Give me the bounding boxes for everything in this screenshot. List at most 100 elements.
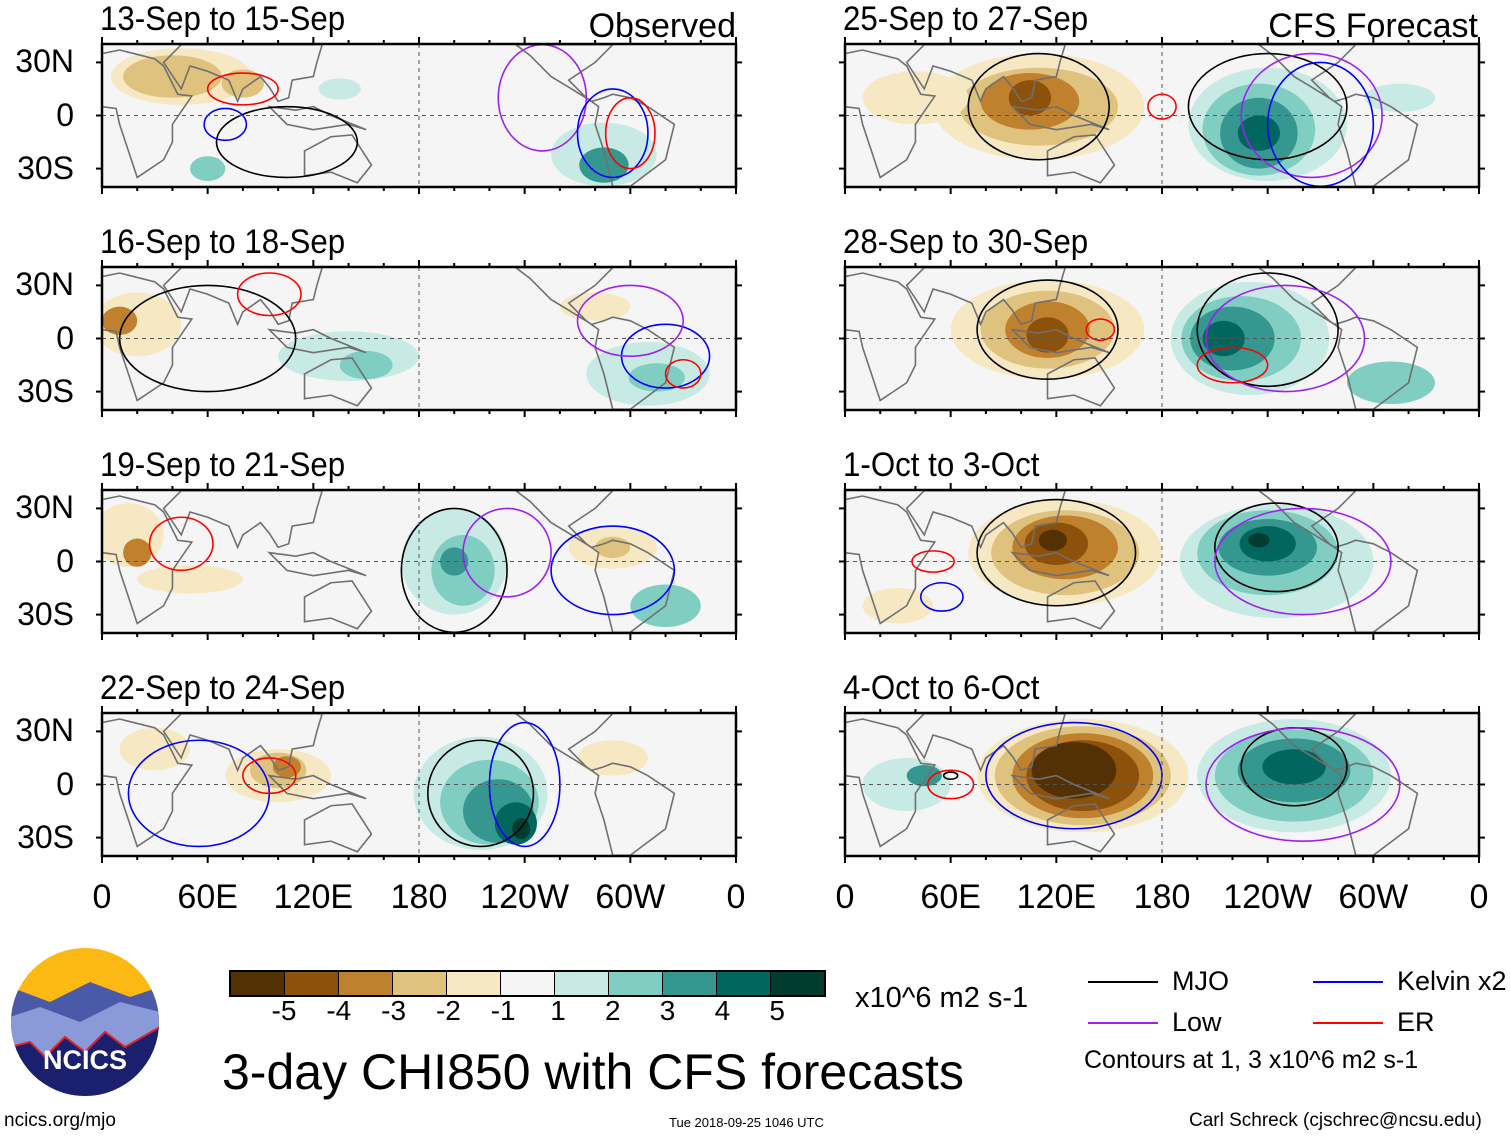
x-tick-label: 120W xyxy=(1223,878,1313,916)
wave-contour xyxy=(604,96,656,170)
coastline xyxy=(513,490,676,633)
chi-anomaly-area xyxy=(119,727,191,771)
coastline xyxy=(1010,105,1110,131)
legend-label: ER xyxy=(1397,1007,1435,1037)
wave-contour xyxy=(427,739,535,848)
coastline xyxy=(1046,357,1116,407)
x-tick-label: 0 xyxy=(726,878,746,916)
coastline xyxy=(303,357,373,407)
chi-anomaly-area xyxy=(579,147,629,183)
y-tick-label: 30N xyxy=(15,43,74,80)
x-tick-label: 180 xyxy=(1133,878,1191,916)
x-tick-label: 60E xyxy=(920,878,981,916)
x-tick-label: 60E xyxy=(177,878,238,916)
panel-title: 28-Sep to 30-Sep xyxy=(843,223,1089,261)
y-tick-label: 0 xyxy=(56,96,74,133)
chi-anomaly-area xyxy=(339,350,393,380)
legend-line xyxy=(1313,1022,1383,1024)
wave-contour xyxy=(664,358,702,389)
figure-title: 3-day CHI850 with CFS forecasts xyxy=(222,1044,964,1100)
chi-anomaly-area xyxy=(221,69,265,98)
colorbar-label: 2 xyxy=(605,995,621,1026)
wave-contour xyxy=(1085,318,1116,342)
y-tick-label: 0 xyxy=(56,765,74,802)
map-panel-4 xyxy=(96,706,742,863)
chi-anomaly-area xyxy=(512,818,530,840)
chi-anomaly-area xyxy=(190,156,226,181)
chi-anomaly-area xyxy=(862,588,934,624)
coastline xyxy=(303,580,373,630)
wave-contour xyxy=(967,52,1110,161)
colorbar-swatch xyxy=(284,972,338,995)
panel-title: 22-Sep to 24-Sep xyxy=(100,669,346,707)
wave-contour xyxy=(576,88,649,179)
coastline xyxy=(845,272,937,402)
wave-contour xyxy=(203,107,248,142)
legend-label: Low xyxy=(1172,1007,1222,1037)
coastline xyxy=(513,267,676,410)
y-tick-label: 30S xyxy=(17,149,74,186)
chi-anomaly-area xyxy=(862,757,951,812)
wave-contour xyxy=(236,272,302,317)
wave-contour xyxy=(976,279,1119,381)
coastline xyxy=(267,328,367,354)
y-tick-label: 30N xyxy=(15,266,74,303)
chi-anomaly-area xyxy=(123,538,152,567)
wave-contour xyxy=(919,581,964,612)
wave-contour xyxy=(206,72,279,106)
colorbar-swatch xyxy=(500,972,554,995)
coastline xyxy=(1010,551,1110,577)
cfs-forecast-label: CFS Forecast xyxy=(1268,7,1478,45)
map-panel-2 xyxy=(96,260,742,417)
y-tick-label: 30S xyxy=(17,818,74,855)
legend-label: Kelvin x2 xyxy=(1397,966,1507,996)
chi-anomaly-area xyxy=(1262,749,1326,785)
chi-anomaly-area xyxy=(318,78,361,100)
y-tick-label: 30S xyxy=(17,595,74,632)
coastline xyxy=(303,803,373,853)
colorbar-swatch xyxy=(446,972,500,995)
footer-url[interactable]: ncics.org/mjo xyxy=(4,1110,116,1131)
coastline xyxy=(267,774,367,800)
chi-anomaly-area xyxy=(1031,742,1117,799)
coastline xyxy=(267,105,367,131)
panel-title: 25-Sep to 27-Sep xyxy=(843,0,1089,38)
y-tick-label: 30N xyxy=(15,712,74,749)
x-tick-label: 60W xyxy=(1338,878,1409,916)
colorbar-swatch xyxy=(231,972,284,995)
coastline xyxy=(1046,803,1116,853)
map-panel-5 xyxy=(839,37,1485,194)
chi-anomaly-area xyxy=(559,292,631,321)
x-tick-label: 0 xyxy=(92,878,112,916)
coastline xyxy=(267,551,367,577)
wave-contour xyxy=(242,757,297,795)
wave-contour xyxy=(1196,346,1269,384)
observed-label: Observed xyxy=(588,7,736,45)
x-tick-label: 60W xyxy=(595,878,666,916)
coastline xyxy=(513,44,676,187)
chi-anomaly-area xyxy=(1346,361,1435,404)
y-tick-label: 30N xyxy=(15,489,74,526)
coastline xyxy=(1256,267,1419,410)
coastline xyxy=(1010,774,1110,800)
wave-contour xyxy=(576,284,684,358)
x-tick-label: 180 xyxy=(390,878,448,916)
colorbar-swatch xyxy=(608,972,662,995)
colorbar-swatch xyxy=(770,972,824,995)
panel-title: 16-Sep to 18-Sep xyxy=(100,223,346,261)
legend-label: MJO xyxy=(1172,966,1229,996)
chi-anomaly-area xyxy=(906,765,942,787)
x-tick-label: 120E xyxy=(273,878,354,916)
colorbar-swatch xyxy=(554,972,608,995)
coastline xyxy=(102,495,194,625)
chi-anomaly-area xyxy=(862,71,969,125)
chi-anomaly-area xyxy=(1026,317,1069,353)
y-tick-label: 30S xyxy=(17,372,74,409)
coastline xyxy=(1256,713,1419,856)
wave-contour xyxy=(942,771,959,780)
x-tick-label: 0 xyxy=(835,878,855,916)
map-panel-8 xyxy=(839,706,1485,863)
wave-contour xyxy=(215,105,359,179)
wave-contour xyxy=(148,516,214,572)
